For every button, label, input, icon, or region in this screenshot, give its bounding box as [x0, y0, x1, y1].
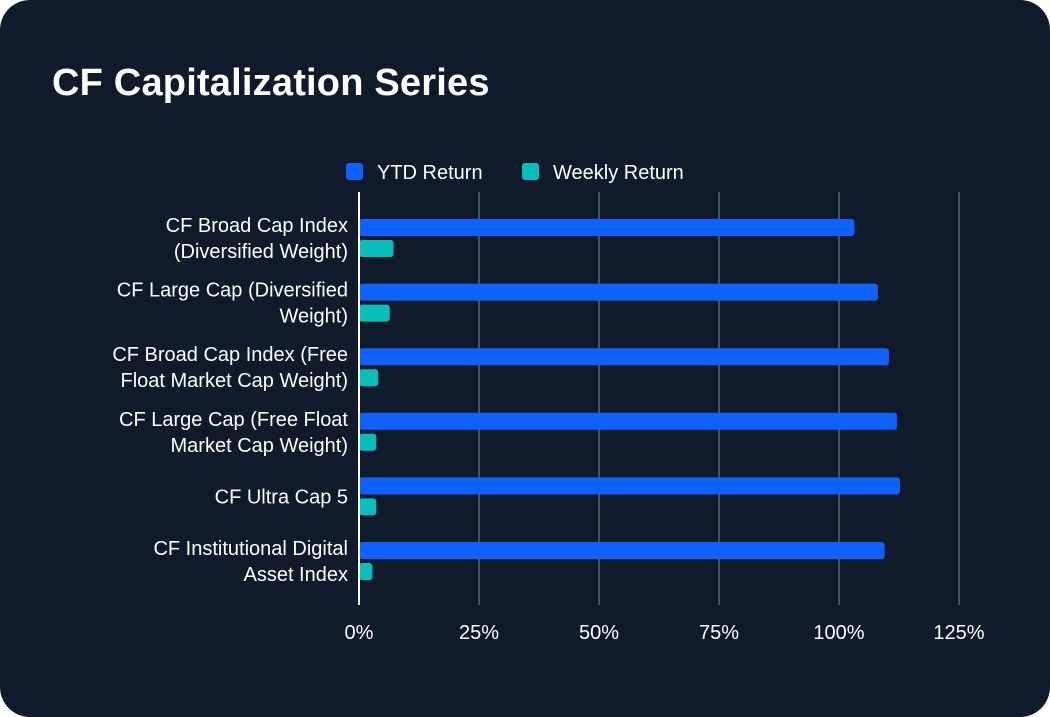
category-label-line: CF Large Cap (Free Float [119, 409, 348, 431]
category-label: CF Ultra Cap 5 [215, 486, 348, 508]
weekly-bar [359, 563, 373, 580]
category-label-line: CF Broad Cap Index (Free [112, 344, 348, 366]
category-label-line: CF Broad Cap Index [166, 215, 348, 237]
category-label-line: Asset Index [243, 564, 348, 586]
category-label-line: Float Market Cap Weight) [121, 370, 349, 392]
x-tick-label: 0% [345, 622, 374, 644]
category-label-line: CF Large Cap (Diversified [117, 280, 348, 302]
category-label: CF Large Cap (Free Float Market Cap Weigh… [119, 409, 348, 457]
legend-swatch [346, 163, 363, 180]
category-label-line: Weight) [279, 306, 348, 328]
legend-swatch [522, 163, 539, 180]
category-label-line: (Diversified Weight) [174, 241, 348, 263]
weekly-bar [359, 433, 377, 451]
category-label: CF Broad Cap Index (Free Float Market Cap… [112, 344, 348, 392]
category-label: CF Institutional Digital Asset Index [153, 538, 348, 586]
x-tick-label: 25% [459, 622, 499, 644]
category-label: CF Broad Cap Index (Diversified Weight) [166, 215, 348, 263]
weekly-bar [359, 369, 379, 387]
ytd-bar [359, 348, 889, 366]
category-label-line: CF Ultra Cap 5 [215, 486, 348, 508]
legend-label: YTD Return [377, 162, 483, 184]
ytd-bar [359, 542, 885, 559]
category-label-line: Market Cap Weight) [171, 435, 348, 457]
weekly-bar [359, 240, 394, 257]
weekly-bar [359, 304, 390, 322]
x-tick-label: 75% [699, 622, 739, 644]
ytd-bar [359, 219, 855, 236]
ytd-bar [359, 283, 878, 301]
ytd-bar [359, 412, 898, 430]
weekly-bar [359, 498, 377, 516]
chart-title: CF Capitalization Series [52, 62, 490, 104]
x-tick-label: 125% [933, 622, 984, 644]
x-tick-label: 50% [579, 622, 619, 644]
legend-label: Weekly Return [553, 162, 684, 184]
category-label-line: CF Institutional Digital [153, 538, 348, 560]
category-label: CF Large Cap (Diversified Weight) [117, 280, 348, 328]
x-tick-label: 100% [813, 622, 864, 644]
ytd-bar [359, 477, 900, 495]
